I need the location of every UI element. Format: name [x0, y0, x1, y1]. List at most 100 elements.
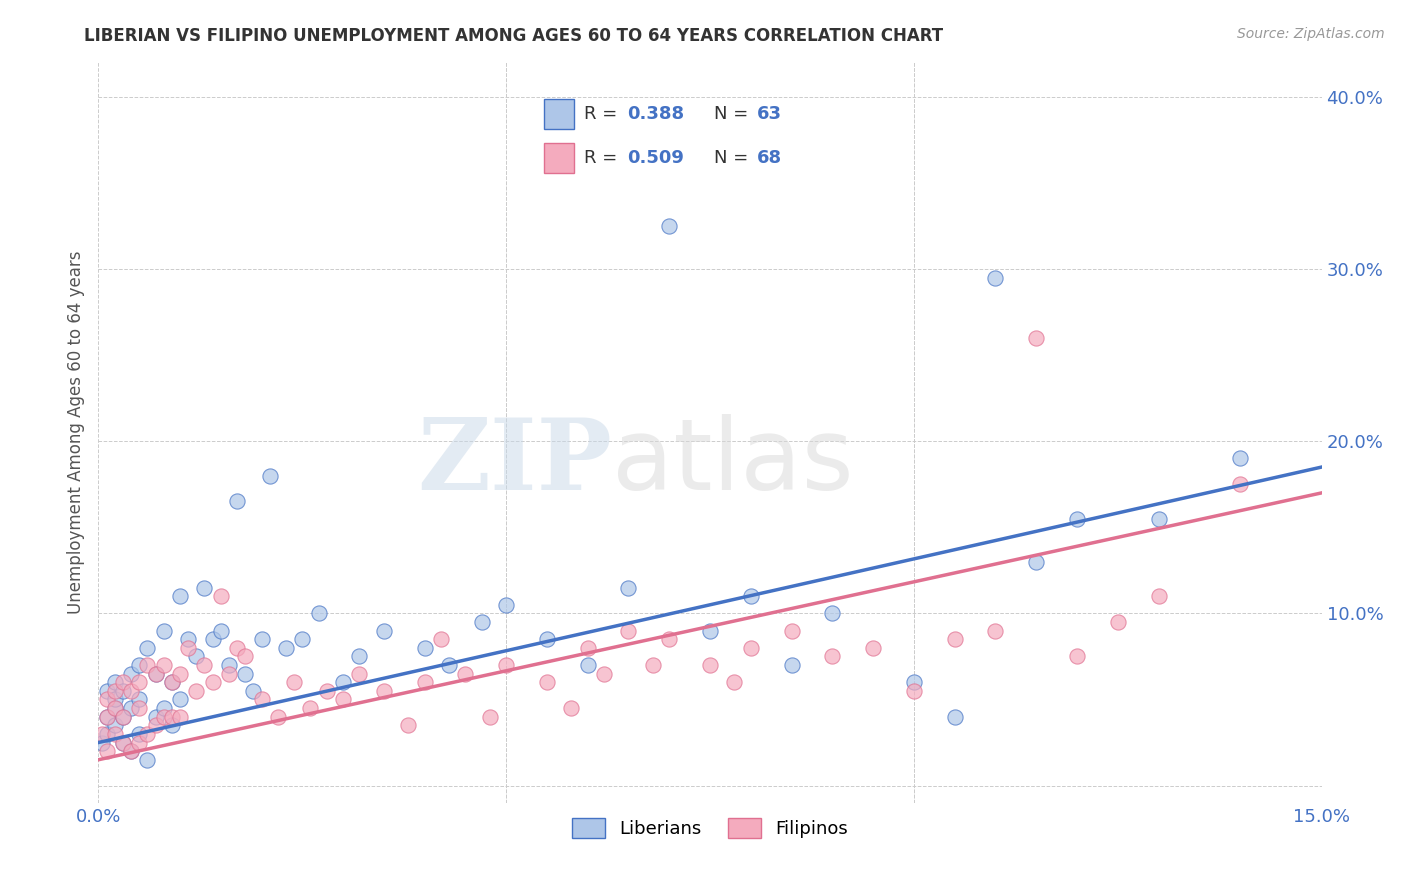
Point [91, 727, 114, 741]
Point [315, 684, 337, 698]
Text: 0.509: 0.509 [627, 149, 683, 167]
Point [536, 632, 558, 647]
Point [104, 675, 127, 690]
Text: Source: ZipAtlas.com: Source: ZipAtlas.com [1237, 27, 1385, 41]
Point [1066, 649, 1088, 664]
Point [430, 632, 453, 647]
Point [250, 632, 273, 647]
Point [536, 675, 558, 690]
Point [136, 727, 159, 741]
Point [145, 718, 167, 732]
Text: 68: 68 [756, 149, 782, 167]
Point [152, 658, 174, 673]
Point [96, 744, 118, 758]
Point [193, 581, 215, 595]
Point [250, 692, 273, 706]
Point [943, 709, 966, 723]
Point [1229, 451, 1251, 466]
Point [177, 640, 200, 655]
Point [821, 607, 844, 621]
Point [780, 624, 803, 638]
Point [177, 632, 200, 647]
Point [111, 735, 134, 749]
Point [283, 675, 305, 690]
Point [1229, 477, 1251, 491]
Point [226, 494, 249, 508]
Point [120, 744, 142, 758]
Point [1147, 512, 1170, 526]
Text: 63: 63 [756, 105, 782, 123]
Text: N =: N = [714, 105, 754, 123]
Point [136, 658, 159, 673]
Y-axis label: Unemployment Among Ages 60 to 64 years: Unemployment Among Ages 60 to 64 years [66, 251, 84, 615]
Point [373, 624, 395, 638]
Point [160, 709, 183, 723]
Point [308, 607, 330, 621]
Point [104, 684, 127, 698]
Point [152, 701, 174, 715]
Point [862, 640, 884, 655]
Point [413, 640, 436, 655]
Point [984, 624, 1007, 638]
Point [96, 709, 118, 723]
Point [821, 649, 844, 664]
Point [111, 675, 134, 690]
Point [186, 649, 208, 664]
Point [91, 735, 114, 749]
Point [242, 684, 264, 698]
Point [740, 640, 762, 655]
Point [576, 658, 599, 673]
Text: 0.388: 0.388 [627, 105, 685, 123]
Point [617, 624, 640, 638]
Point [169, 709, 191, 723]
Point [152, 624, 174, 638]
Point [104, 701, 127, 715]
FancyBboxPatch shape [544, 98, 575, 129]
Point [617, 581, 640, 595]
Legend: Liberians, Filipinos: Liberians, Filipinos [565, 810, 855, 846]
Point [128, 658, 150, 673]
Point [332, 692, 354, 706]
Point [96, 727, 118, 741]
Point [120, 701, 142, 715]
Point [128, 727, 150, 741]
Text: R =: R = [583, 149, 623, 167]
Point [218, 666, 240, 681]
Point [128, 692, 150, 706]
Point [111, 709, 134, 723]
Point [1066, 512, 1088, 526]
Point [274, 640, 297, 655]
Point [495, 598, 517, 612]
Point [120, 744, 142, 758]
Point [233, 649, 256, 664]
Point [593, 666, 616, 681]
Point [201, 632, 224, 647]
Point [104, 718, 127, 732]
Point [1107, 615, 1129, 629]
Point [209, 624, 232, 638]
Point [478, 709, 501, 723]
Text: LIBERIAN VS FILIPINO UNEMPLOYMENT AMONG AGES 60 TO 64 YEARS CORRELATION CHART: LIBERIAN VS FILIPINO UNEMPLOYMENT AMONG … [84, 27, 943, 45]
Point [96, 692, 118, 706]
Point [160, 675, 183, 690]
Point [396, 718, 419, 732]
Point [226, 640, 249, 655]
Point [740, 589, 762, 603]
Point [903, 675, 925, 690]
Point [454, 666, 477, 681]
Point [186, 684, 208, 698]
Text: R =: R = [583, 105, 623, 123]
Point [128, 735, 150, 749]
Point [111, 709, 134, 723]
Point [1147, 589, 1170, 603]
Point [136, 640, 159, 655]
Text: N =: N = [714, 149, 754, 167]
Point [169, 589, 191, 603]
Point [145, 709, 167, 723]
FancyBboxPatch shape [544, 143, 575, 173]
Point [699, 624, 721, 638]
Point [160, 718, 183, 732]
Text: ZIP: ZIP [418, 414, 612, 511]
Point [104, 727, 127, 741]
Point [128, 701, 150, 715]
